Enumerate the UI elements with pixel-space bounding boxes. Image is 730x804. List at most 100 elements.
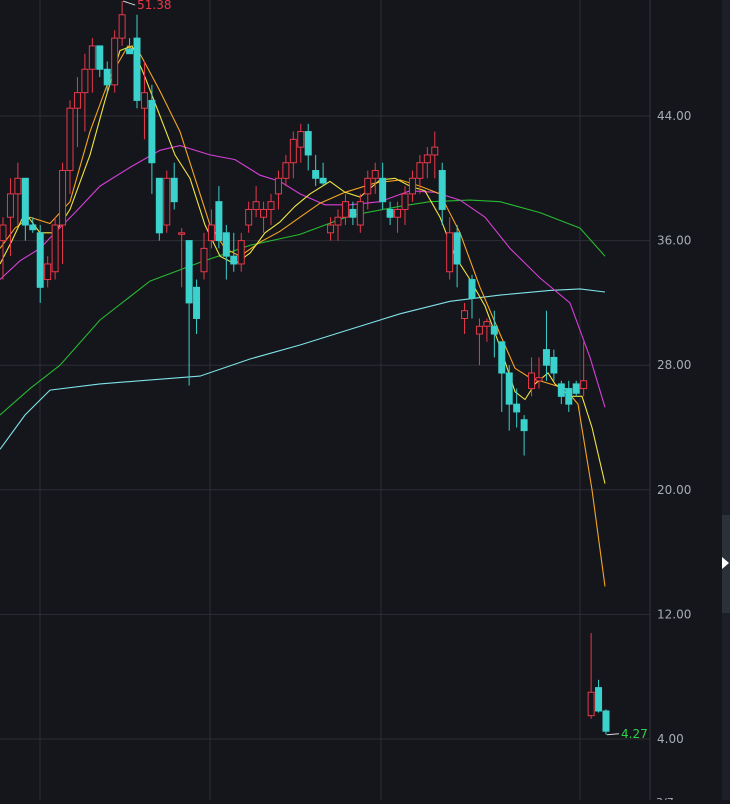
candle <box>21 177 29 241</box>
price-annotations: 51.38 4.27 <box>122 0 648 741</box>
candle-body-down <box>490 325 498 335</box>
candle-body-up <box>580 380 588 390</box>
candle-body-down <box>155 177 163 234</box>
candle <box>96 45 104 78</box>
candle <box>513 388 521 428</box>
candle-body-down <box>21 177 29 226</box>
candle <box>379 162 387 210</box>
ma-line-ma10 <box>0 45 606 587</box>
candle <box>438 162 446 226</box>
candle-body-up <box>587 691 595 717</box>
low-price-label: 4.27 <box>621 727 648 741</box>
candle <box>163 170 171 233</box>
candle <box>483 318 491 342</box>
candle-body-up <box>0 224 7 242</box>
candle <box>572 380 580 397</box>
candle <box>66 100 74 194</box>
candle <box>148 84 156 194</box>
candle <box>14 162 22 226</box>
candle <box>178 228 186 288</box>
candle <box>602 709 610 735</box>
y-tick-label: 20.00 <box>657 483 691 497</box>
candle <box>461 302 469 335</box>
candle-body-down <box>312 170 320 179</box>
candle <box>312 154 320 187</box>
candle <box>230 232 238 272</box>
candle <box>327 217 335 241</box>
x-tick-label: 3/7 <box>656 796 674 800</box>
candle <box>580 341 588 397</box>
candle <box>386 201 394 226</box>
candle-body-up <box>297 131 305 148</box>
candle <box>155 177 163 241</box>
candle-body-up <box>461 310 469 319</box>
candle-body-down <box>103 68 111 86</box>
candle-body-down <box>498 341 506 374</box>
candle-body-up <box>535 377 543 382</box>
vertical-scrollbar[interactable] <box>722 0 730 800</box>
candle <box>133 14 141 109</box>
candle-body-down <box>29 224 37 231</box>
candle-body-down <box>185 240 193 304</box>
candle-body-up <box>14 177 22 195</box>
candle-body-up <box>327 224 335 234</box>
candle-body-down <box>513 403 521 413</box>
candle-body-up <box>289 138 297 164</box>
expand-panel-arrow-icon[interactable] <box>722 557 729 569</box>
candle-body-up <box>118 14 126 39</box>
candle <box>237 232 245 272</box>
candle <box>550 349 558 381</box>
candle <box>252 186 260 218</box>
candle-body-up <box>408 177 416 195</box>
candle <box>364 170 372 210</box>
candle-body-up <box>431 146 439 156</box>
candle <box>44 256 52 288</box>
candle-body-down <box>96 45 104 70</box>
candle <box>200 232 208 280</box>
candle-body-up <box>267 201 275 210</box>
candle-body-down <box>126 48 134 55</box>
y-tick-label: 4.00 <box>657 732 684 746</box>
candle <box>304 123 312 171</box>
candle <box>185 240 193 386</box>
candle-body-up <box>416 162 424 179</box>
candle <box>356 193 364 233</box>
candle <box>446 217 454 280</box>
candle-body-down <box>379 177 387 203</box>
candle-body-down <box>542 349 550 366</box>
candle-body-down <box>595 687 603 712</box>
low-pointer <box>606 733 620 736</box>
candle-body-up <box>260 208 268 218</box>
candle <box>29 217 37 233</box>
candle-body-down <box>565 388 573 405</box>
candle <box>423 147 431 179</box>
candle-body-up <box>51 224 59 273</box>
candle <box>349 201 357 226</box>
candle-body-down <box>602 710 610 732</box>
candle <box>118 1 126 46</box>
candle-body-down <box>386 208 394 218</box>
candle <box>401 186 409 226</box>
candle-body-down <box>222 232 230 257</box>
candle <box>36 225 44 303</box>
candle-body-up <box>163 177 171 226</box>
candle-body-up <box>341 201 349 218</box>
ma-line-ma250 <box>0 288 606 450</box>
candle <box>490 310 498 358</box>
candle-body-down <box>170 177 178 203</box>
candle <box>222 225 230 280</box>
candle-body-up <box>334 216 342 226</box>
candle <box>193 279 201 335</box>
grid <box>0 0 651 800</box>
candle-body-up <box>401 193 409 210</box>
candle-body-down <box>148 99 156 164</box>
candle-body-up <box>475 325 483 335</box>
candle <box>51 217 59 280</box>
candle <box>408 170 416 202</box>
y-tick-label: 44.00 <box>657 109 691 123</box>
candle <box>245 201 253 233</box>
candle-body-up <box>237 240 245 265</box>
candle-body-down <box>438 170 446 210</box>
candle <box>111 30 119 93</box>
